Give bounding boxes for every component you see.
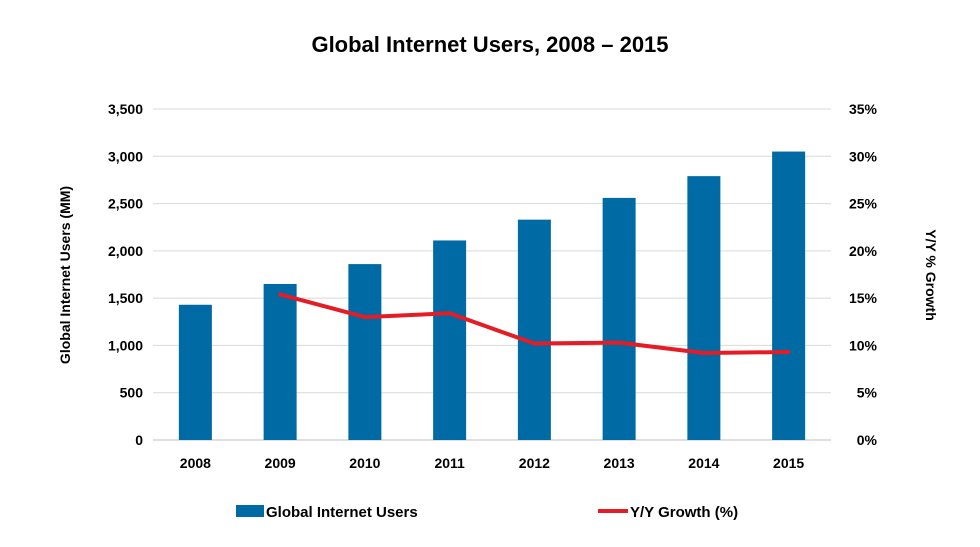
y2-tick-label: 35% bbox=[849, 101, 878, 117]
y-axis-label: Global Internet Users (MM) bbox=[57, 186, 73, 364]
bar bbox=[602, 197, 636, 440]
y2-axis-label: Y/Y % Growth bbox=[923, 229, 939, 321]
legend-label-growth: Y/Y Growth (%) bbox=[630, 504, 738, 521]
y-tick-label: 3,500 bbox=[108, 101, 143, 117]
y2-tick-label: 15% bbox=[849, 290, 878, 306]
bar-series bbox=[178, 151, 806, 441]
x-tick-label: 2015 bbox=[773, 455, 804, 471]
bar bbox=[433, 240, 467, 440]
y2-tick-label: 25% bbox=[849, 196, 878, 212]
y-tick-label: 500 bbox=[120, 385, 144, 401]
bar bbox=[263, 283, 297, 440]
legend-bar-swatch bbox=[236, 505, 264, 517]
bar bbox=[517, 219, 551, 440]
y2-tick-label: 5% bbox=[857, 385, 878, 401]
y2-tick-label: 30% bbox=[849, 148, 878, 164]
chart-title: Global Internet Users, 2008 – 2015 bbox=[311, 32, 668, 57]
gridlines bbox=[153, 108, 831, 441]
y-tick-label: 1,000 bbox=[108, 337, 143, 353]
growth-line bbox=[278, 292, 791, 355]
x-tick-label: 2009 bbox=[265, 455, 296, 471]
growth-line-series bbox=[278, 292, 791, 355]
x-axis-ticks: 2008 2009 2010 2011 2012 2013 2014 2015 bbox=[180, 455, 805, 471]
y2-tick-label: 0% bbox=[857, 432, 878, 448]
y-tick-label: 0 bbox=[135, 432, 143, 448]
x-tick-label: 2012 bbox=[519, 455, 550, 471]
x-tick-label: 2014 bbox=[688, 455, 719, 471]
bar bbox=[178, 304, 212, 440]
y-tick-label: 2,500 bbox=[108, 196, 143, 212]
bar bbox=[772, 151, 806, 441]
right-axis-ticks: 0% 5% 10% 15% 20% 25% 30% 35% bbox=[849, 101, 878, 448]
x-tick-label: 2010 bbox=[349, 455, 380, 471]
legend: Global Internet Users Y/Y Growth (%) bbox=[236, 504, 738, 521]
y-tick-label: 1,500 bbox=[108, 290, 143, 306]
left-axis-ticks: 0 500 1,000 1,500 2,000 2,500 3,000 3,500 bbox=[108, 101, 143, 448]
x-tick-label: 2008 bbox=[180, 455, 211, 471]
bar bbox=[687, 176, 721, 440]
bar bbox=[348, 264, 382, 440]
x-tick-label: 2011 bbox=[434, 455, 465, 471]
legend-label-users: Global Internet Users bbox=[266, 504, 418, 521]
x-tick-label: 2013 bbox=[604, 455, 635, 471]
y2-tick-label: 20% bbox=[849, 243, 878, 259]
y2-tick-label: 10% bbox=[849, 337, 878, 353]
y-tick-label: 2,000 bbox=[108, 243, 143, 259]
y-tick-label: 3,000 bbox=[108, 148, 143, 164]
